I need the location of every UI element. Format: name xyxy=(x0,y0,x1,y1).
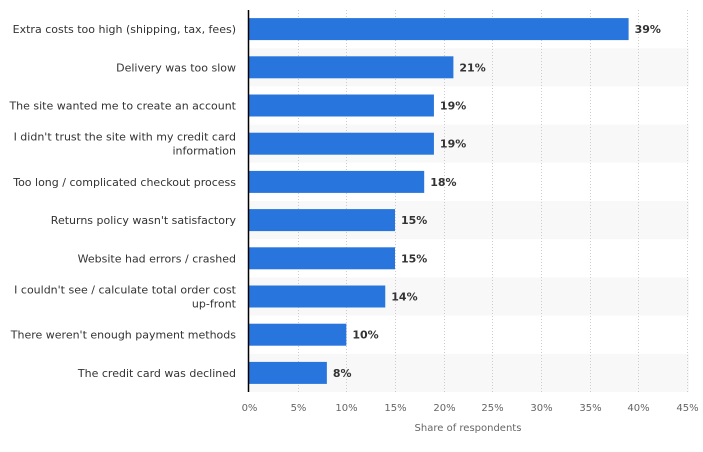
bar[interactable] xyxy=(249,361,327,384)
category-label: There weren't enough payment methods xyxy=(10,329,236,342)
x-tick-label: 10% xyxy=(335,403,357,414)
category-label: Too long / complicated checkout process xyxy=(12,176,236,189)
x-tick-label: 15% xyxy=(384,403,406,414)
bar[interactable] xyxy=(249,18,629,41)
data-label: 21% xyxy=(459,61,485,74)
x-tick-label: 40% xyxy=(627,403,649,414)
x-tick-label: 0% xyxy=(242,403,258,414)
bar[interactable] xyxy=(249,323,347,346)
bar[interactable] xyxy=(249,170,425,193)
x-tick-label: 30% xyxy=(530,403,552,414)
bar[interactable] xyxy=(249,209,395,232)
x-tick-label: 5% xyxy=(291,403,307,414)
category-label: The site wanted me to create an account xyxy=(8,100,236,113)
bar[interactable] xyxy=(249,285,386,308)
category-label: Returns policy wasn't satisfactory xyxy=(51,214,237,227)
category-label: Delivery was too slow xyxy=(116,61,236,74)
bar[interactable] xyxy=(249,132,434,155)
data-label: 15% xyxy=(401,252,427,265)
x-tick-label: 45% xyxy=(676,403,698,414)
data-label: 14% xyxy=(391,291,417,304)
data-label: 39% xyxy=(635,23,661,36)
x-tick-label: 20% xyxy=(433,403,455,414)
data-label: 10% xyxy=(352,329,378,342)
category-label: Extra costs too high (shipping, tax, fee… xyxy=(13,23,236,36)
x-tick-label: 35% xyxy=(579,403,601,414)
data-label: 15% xyxy=(401,214,427,227)
data-label: 19% xyxy=(440,100,466,113)
bar[interactable] xyxy=(249,247,395,270)
x-tick-label: 25% xyxy=(481,403,503,414)
bar[interactable] xyxy=(249,94,434,117)
category-label: The credit card was declined xyxy=(77,367,236,380)
data-label: 19% xyxy=(440,138,466,151)
data-label: 8% xyxy=(333,367,352,380)
category-label: Website had errors / crashed xyxy=(78,252,236,265)
x-axis-label: Share of respondents xyxy=(415,423,522,434)
data-label: 18% xyxy=(430,176,456,189)
bar[interactable] xyxy=(249,56,454,79)
category-label: I couldn't see / calculate total order c… xyxy=(14,284,237,311)
category-label: I didn't trust the site with my credit c… xyxy=(14,131,236,158)
